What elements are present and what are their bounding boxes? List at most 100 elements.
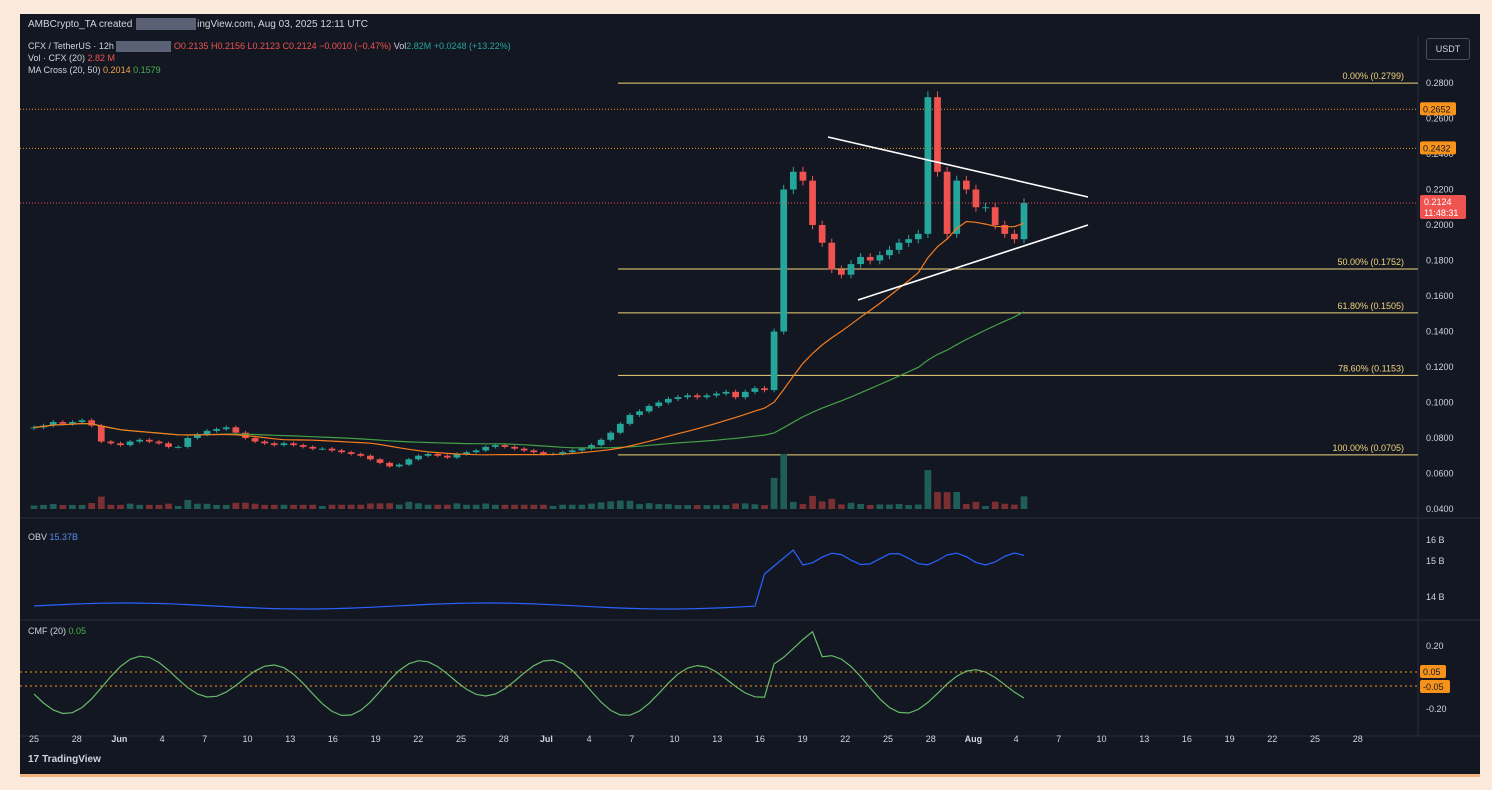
time-axis-label: 25 bbox=[1310, 734, 1320, 744]
candle-body bbox=[934, 97, 941, 172]
candle-body bbox=[530, 450, 538, 453]
tradingview-mark-icon: 17 bbox=[28, 754, 40, 765]
time-axis-label: 28 bbox=[499, 734, 509, 744]
volume-indicator-row[interactable]: Vol · CFX (20) 2.82 M bbox=[28, 52, 511, 64]
candle-body bbox=[703, 395, 711, 398]
candle-body bbox=[424, 453, 432, 456]
volume-bar bbox=[982, 506, 989, 509]
obv-legend[interactable]: OBV 15.37B bbox=[28, 532, 78, 542]
ma-cross-label[interactable]: MA Cross (20, 50) bbox=[28, 65, 101, 76]
volume-bar bbox=[136, 504, 144, 509]
volume-bar bbox=[828, 498, 836, 509]
cmf-badge-text: -0.05 bbox=[1423, 682, 1444, 692]
price-axis-label: 0.0800 bbox=[1426, 433, 1454, 443]
volume-bar bbox=[693, 505, 701, 509]
price-axis-label: 0.2600 bbox=[1426, 114, 1454, 124]
volume-bar bbox=[703, 505, 711, 509]
candle-body bbox=[847, 264, 855, 275]
volume-bar bbox=[847, 502, 855, 509]
volume-bar bbox=[165, 503, 172, 509]
fib-level-label: 61.80% (0.1505) bbox=[1337, 301, 1404, 311]
author-name[interactable]: AMBCrypto_TA bbox=[28, 19, 97, 30]
volume-bar bbox=[338, 504, 345, 509]
volume-bar bbox=[809, 495, 816, 509]
volume-bar bbox=[49, 503, 57, 509]
volume-indicator-label[interactable]: Vol · CFX (20) bbox=[28, 53, 86, 64]
current-price-badge bbox=[1420, 194, 1466, 219]
candle-body bbox=[251, 438, 259, 442]
obv-axis-label: 14 B bbox=[1426, 592, 1445, 602]
currency-button[interactable]: USDT bbox=[1426, 38, 1470, 60]
ma-slow-line bbox=[33, 311, 1025, 449]
candle-body bbox=[953, 180, 961, 234]
volume-bar bbox=[270, 504, 278, 509]
candle-body bbox=[299, 445, 307, 447]
ohlc-low: L0.2123 bbox=[247, 41, 281, 51]
candle-body bbox=[434, 453, 442, 456]
volume-bar bbox=[222, 504, 230, 509]
fib-level-label: 50.00% (0.1752) bbox=[1337, 257, 1404, 267]
volume-bar bbox=[588, 503, 595, 509]
candle-body bbox=[136, 439, 144, 442]
current-price-text: 0.2124 bbox=[1424, 197, 1452, 207]
volume-bar bbox=[905, 505, 913, 509]
cmf-legend[interactable]: CMF (20) 0.05 bbox=[28, 626, 86, 636]
volume-bar bbox=[665, 504, 672, 509]
candle-body bbox=[367, 455, 374, 460]
volume-bar bbox=[367, 503, 374, 509]
chart-frame[interactable]: 0.28000.26000.24000.22000.20000.18000.16… bbox=[20, 14, 1480, 774]
volume-bar bbox=[934, 491, 941, 509]
candle-body bbox=[751, 388, 759, 392]
candle-body bbox=[597, 439, 605, 446]
fib-level-label: 0.00% (0.2799) bbox=[1342, 71, 1404, 81]
candle-body bbox=[780, 189, 788, 332]
candle-body bbox=[88, 420, 96, 426]
ma-cross-row[interactable]: MA Cross (20, 50) 0.2014 0.1579 bbox=[28, 64, 511, 76]
time-axis-label: 16 bbox=[328, 734, 338, 744]
candle-body bbox=[761, 388, 768, 391]
candle-body bbox=[49, 422, 57, 426]
candle-body bbox=[395, 464, 403, 467]
chart-canvas[interactable]: 0.28000.26000.24000.22000.20000.18000.16… bbox=[20, 14, 1480, 774]
time-axis-label: Aug bbox=[965, 734, 983, 744]
volume-bar bbox=[491, 504, 499, 509]
candle-body bbox=[626, 414, 634, 424]
candle-body bbox=[905, 239, 913, 243]
trendline-lower bbox=[857, 224, 1089, 301]
candle-body bbox=[232, 427, 240, 433]
candle-body bbox=[107, 441, 115, 444]
symbol-name[interactable]: CFX / TetherUS · 12h bbox=[28, 41, 114, 51]
candle-body bbox=[568, 450, 576, 453]
candle-body bbox=[270, 443, 278, 446]
candle-body bbox=[665, 398, 672, 403]
obv-label: OBV bbox=[28, 532, 48, 542]
candle-body bbox=[194, 434, 201, 438]
volume-bar bbox=[395, 504, 403, 509]
candle-body bbox=[982, 207, 989, 209]
volume-bar bbox=[838, 504, 845, 509]
obv-line bbox=[33, 549, 1025, 610]
volume-bar bbox=[242, 502, 249, 509]
candle-body bbox=[453, 453, 461, 458]
candle-body bbox=[443, 455, 451, 458]
cmf-line bbox=[33, 630, 1025, 717]
candle-body bbox=[155, 441, 163, 444]
time-axis-label: 19 bbox=[371, 734, 381, 744]
volume-bar bbox=[184, 499, 192, 509]
tradingview-logo[interactable]: 17 TradingView bbox=[28, 754, 101, 765]
volume-bar bbox=[443, 504, 451, 509]
candle-body bbox=[857, 256, 864, 265]
volume-bar bbox=[463, 504, 470, 509]
publish-info: AMBCrypto_TA created ingView.com, Aug 03… bbox=[20, 14, 1480, 36]
price-axis-label: 0.1200 bbox=[1426, 362, 1454, 372]
candle-body bbox=[117, 443, 124, 446]
volume-bar bbox=[155, 504, 163, 509]
time-axis-label: 16 bbox=[1182, 734, 1192, 744]
symbol-legend-row[interactable]: CFX / TetherUS · 12h O0.2135 H0.2156 L0.… bbox=[28, 40, 511, 53]
volume-bar bbox=[549, 506, 557, 509]
bottom-accent-bar bbox=[20, 774, 1480, 777]
volume-bar bbox=[751, 504, 759, 509]
created-text: created bbox=[98, 19, 133, 30]
volume-bar bbox=[78, 504, 86, 509]
candle-body bbox=[924, 97, 932, 234]
